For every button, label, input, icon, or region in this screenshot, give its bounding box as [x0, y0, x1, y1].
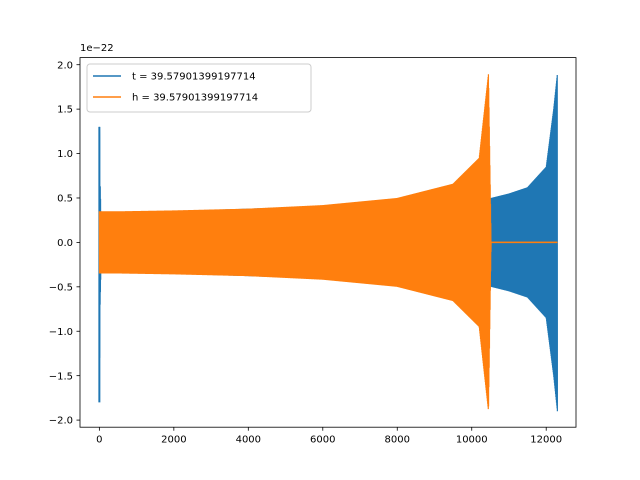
x-tick-label: 0 — [96, 435, 102, 446]
x-axis: 0 2000 4000 6000 8000 10000 12000 — [96, 427, 562, 446]
legend-label-h: h = 39.57901399197714 — [132, 93, 258, 104]
y-tick-label: −1.5 — [49, 371, 73, 382]
y-tick-label: 1.0 — [57, 149, 73, 160]
y-tick-label: −0.5 — [49, 282, 73, 293]
plot-series-group — [98, 74, 558, 412]
x-tick-label: 10000 — [456, 435, 488, 446]
legend-label-t: t = 39.57901399197714 — [132, 72, 256, 83]
y-tick-label: −1.0 — [49, 327, 73, 338]
offset-text: 1e−22 — [80, 43, 114, 54]
x-tick-label: 12000 — [530, 435, 562, 446]
series-h — [98, 74, 558, 410]
x-tick-label: 4000 — [236, 435, 261, 446]
x-tick-label: 8000 — [385, 435, 410, 446]
y-tick-label: 0.0 — [57, 238, 73, 249]
legend: t = 39.57901399197714 h = 39.57901399197… — [86, 63, 312, 113]
x-tick-label: 6000 — [310, 435, 335, 446]
y-axis: −2.0 −1.5 −1.0 −0.5 0.0 0.5 1.0 1.5 2.0 — [49, 60, 80, 427]
y-tick-label: 1.5 — [57, 105, 73, 116]
legend-box — [86, 63, 312, 113]
series-line — [98, 74, 558, 410]
y-tick-label: 2.0 — [57, 60, 73, 71]
y-tick-label: 0.5 — [57, 194, 73, 205]
y-tick-label: −2.0 — [49, 416, 73, 427]
x-tick-label: 2000 — [161, 435, 186, 446]
